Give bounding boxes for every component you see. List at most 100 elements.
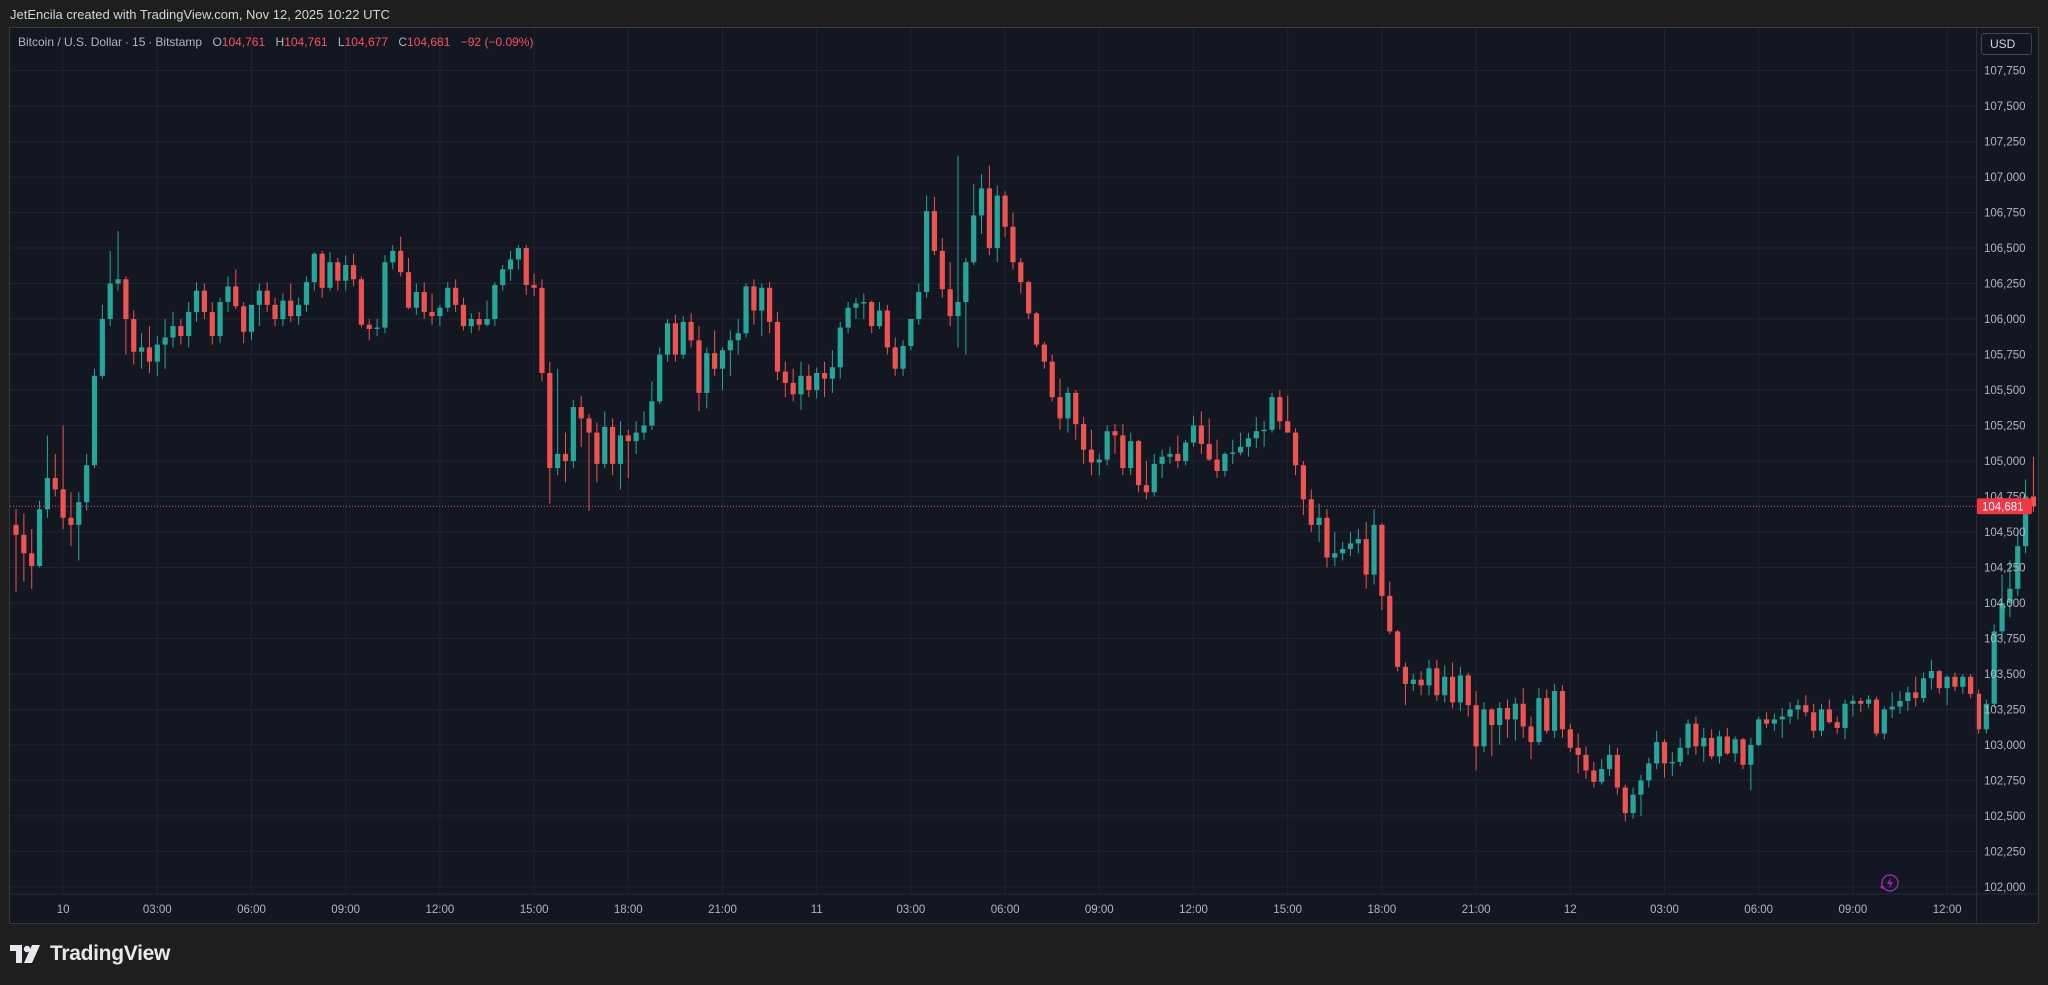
candle-body bbox=[594, 432, 600, 464]
candle bbox=[343, 255, 349, 291]
candle-body bbox=[884, 310, 890, 348]
candle-body bbox=[963, 262, 969, 302]
candle-body bbox=[1489, 709, 1495, 726]
brand-name: TradingView bbox=[50, 942, 171, 965]
candle bbox=[445, 282, 451, 312]
candle bbox=[1740, 737, 1746, 770]
candle bbox=[1253, 416, 1259, 449]
candle bbox=[288, 283, 294, 322]
candle bbox=[1300, 461, 1306, 515]
candle bbox=[837, 321, 843, 379]
candle-body bbox=[115, 279, 121, 284]
time-tick-label: 09:00 bbox=[1839, 904, 1868, 916]
candle bbox=[1858, 698, 1864, 713]
candle-body bbox=[986, 188, 992, 249]
legend-exchange[interactable]: Bitstamp bbox=[155, 35, 203, 49]
candle-body bbox=[853, 303, 859, 308]
candle bbox=[1371, 509, 1377, 585]
candle-body bbox=[2015, 546, 2021, 589]
price-axis[interactable]: 102,000 102,250 102,500 102,750 103,000 103,2… bbox=[1984, 66, 2026, 894]
candle bbox=[453, 279, 459, 312]
candle-body bbox=[201, 290, 207, 312]
candle-body bbox=[1449, 676, 1456, 703]
candle bbox=[1167, 446, 1173, 464]
candle bbox=[186, 301, 192, 348]
candle-body bbox=[1630, 794, 1636, 814]
tradingview-brand[interactable]: TradingView bbox=[10, 942, 170, 966]
candle bbox=[1135, 439, 1142, 493]
candle bbox=[1112, 424, 1118, 454]
legend-interval[interactable]: 15 bbox=[132, 35, 146, 49]
candle bbox=[1873, 696, 1880, 737]
candle bbox=[562, 432, 569, 483]
candle bbox=[374, 319, 380, 337]
candle-body bbox=[1544, 698, 1550, 731]
candle-body bbox=[1135, 441, 1142, 486]
candle bbox=[350, 253, 357, 287]
candle bbox=[1826, 699, 1832, 724]
candle-body bbox=[296, 304, 302, 317]
candle bbox=[1183, 439, 1189, 466]
candle bbox=[1088, 429, 1095, 476]
price-chart[interactable]: 102,000 102,250 102,500 102,750 103,000 103,2… bbox=[10, 28, 2038, 923]
candle bbox=[1654, 730, 1660, 770]
candle bbox=[1206, 418, 1212, 461]
candle-body bbox=[1285, 421, 1291, 433]
candle bbox=[146, 326, 153, 373]
candle-body bbox=[767, 287, 773, 322]
candle-body bbox=[1779, 716, 1785, 720]
candle-body bbox=[36, 509, 43, 567]
candle-body bbox=[1834, 722, 1840, 728]
candle bbox=[680, 316, 686, 359]
time-axis[interactable]: 10 03:00 06:00 09:00 12:00 15:00 18:00 21:00 11 0… bbox=[57, 904, 1962, 916]
candle bbox=[978, 174, 985, 234]
currency-button[interactable]: USD bbox=[1981, 33, 2032, 55]
candle bbox=[649, 381, 655, 430]
candle bbox=[1622, 784, 1628, 822]
candle bbox=[1701, 727, 1707, 762]
candle-body bbox=[1324, 517, 1330, 558]
candle bbox=[1442, 665, 1448, 703]
candle bbox=[1661, 739, 1668, 778]
candle-body bbox=[1606, 754, 1613, 770]
candle-body bbox=[1465, 675, 1471, 706]
candle-body bbox=[743, 286, 749, 334]
candle-body bbox=[688, 321, 694, 341]
candle bbox=[256, 283, 262, 327]
candle-body bbox=[1999, 602, 2005, 632]
candle bbox=[1269, 392, 1275, 433]
candle-body bbox=[1897, 700, 1903, 707]
candles bbox=[13, 155, 2037, 822]
candle bbox=[1960, 673, 1966, 694]
time-tick-label: 18:00 bbox=[1368, 904, 1397, 916]
candle bbox=[248, 304, 255, 341]
candle-body bbox=[1214, 459, 1220, 471]
candle-body bbox=[523, 248, 529, 285]
time-tick-label: 09:00 bbox=[331, 904, 360, 916]
candle bbox=[405, 257, 412, 310]
candle-body bbox=[1591, 770, 1597, 782]
lightning-bolt-icon[interactable] bbox=[1880, 873, 1900, 893]
candle-body bbox=[916, 292, 922, 320]
candle bbox=[735, 319, 741, 355]
candle-body bbox=[2030, 496, 2037, 507]
candle-body bbox=[1913, 692, 1919, 699]
legend-symbol[interactable]: Bitcoin / U.S. Dollar bbox=[18, 35, 123, 49]
candle-body bbox=[1497, 708, 1503, 726]
candle-body bbox=[1395, 631, 1401, 667]
candle-body bbox=[1371, 524, 1377, 575]
candle-body bbox=[21, 534, 27, 554]
candle bbox=[1151, 453, 1157, 497]
candle bbox=[1693, 716, 1699, 755]
candle bbox=[712, 330, 718, 376]
axis-separator bbox=[1976, 28, 1977, 923]
candle-body bbox=[319, 253, 325, 288]
candle bbox=[1355, 529, 1361, 554]
candle bbox=[1128, 432, 1134, 476]
time-tick-label: 21:00 bbox=[708, 904, 737, 916]
candle-body bbox=[1936, 671, 1942, 689]
price-tick-label: 105,750 bbox=[1984, 350, 2026, 362]
candle bbox=[1787, 702, 1793, 724]
candle bbox=[1669, 752, 1675, 777]
candle bbox=[1512, 698, 1518, 741]
